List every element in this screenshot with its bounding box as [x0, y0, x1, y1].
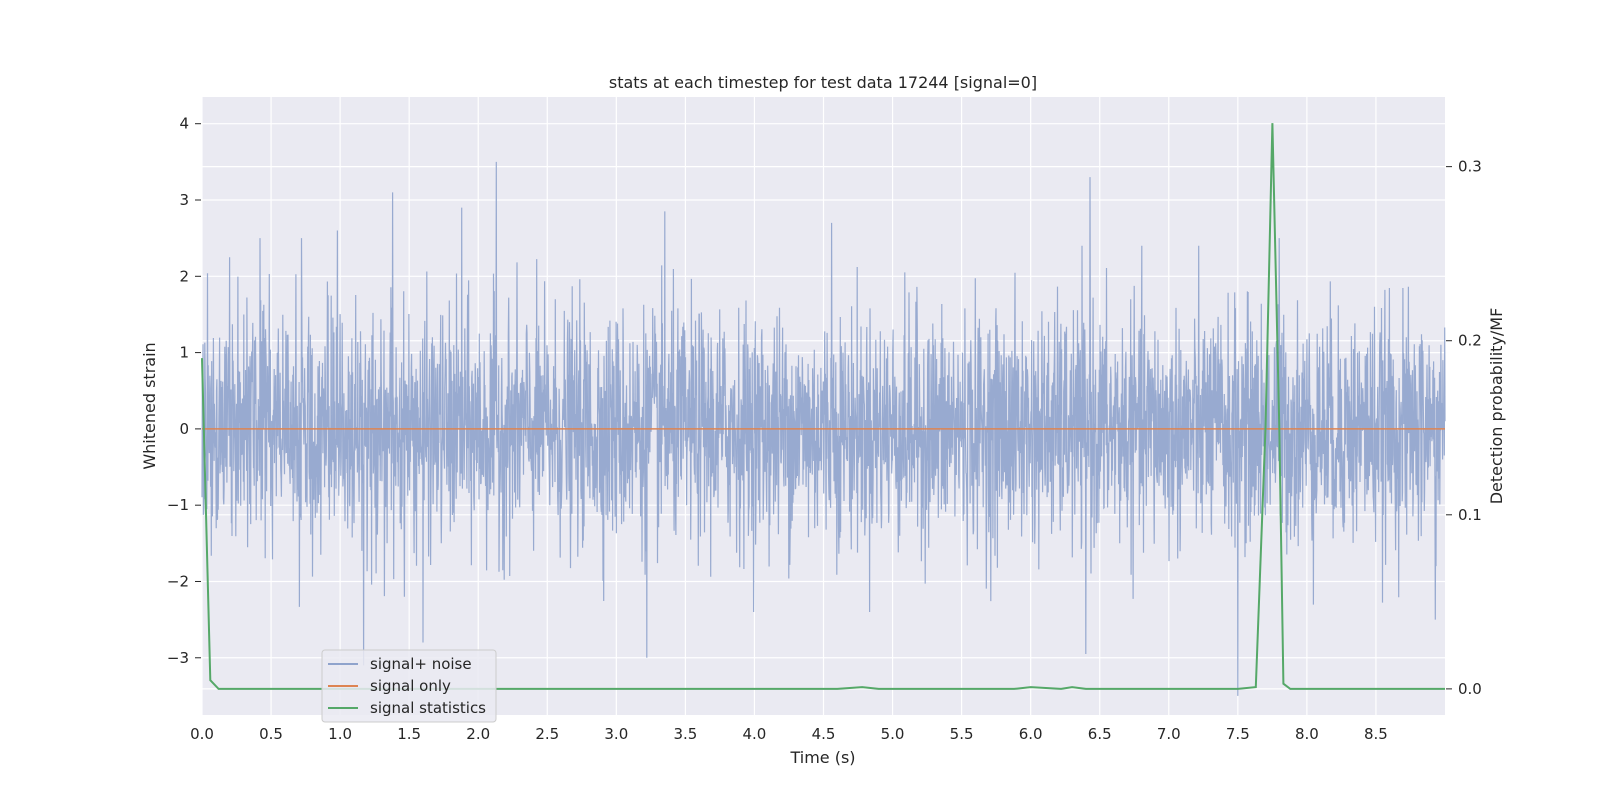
x-tick-label: 5.5: [950, 725, 974, 743]
y-tick-label: 0: [179, 420, 189, 438]
x-tick-label: 2.5: [535, 725, 559, 743]
x-tick-label: 0.5: [259, 725, 283, 743]
chart-title: stats at each timestep for test data 172…: [609, 73, 1037, 92]
x-tick-label: 8.0: [1295, 725, 1319, 743]
y2-tick-label: 0.1: [1458, 506, 1482, 524]
y-tick-label: 1: [179, 344, 189, 362]
legend-label: signal only: [370, 677, 451, 695]
tick-labels: 0.0 0.5 1.0 1.5 2.0 2.5 3.0 3.5 4.0 4.5 5.0 5.5 6.0 6…: [167, 115, 1482, 743]
legend-box: [321, 649, 497, 723]
x-tick-label: 6.0: [1019, 725, 1043, 743]
y-tick-label: −2: [167, 572, 189, 590]
y-tick-label: 3: [179, 191, 189, 209]
legend-label: signal+ noise: [370, 655, 472, 673]
x-tick-label: 0.0: [190, 725, 214, 743]
y-tick-label: 4: [179, 115, 189, 133]
legend-label: signal statistics: [370, 699, 486, 717]
y-tick-label: −1: [167, 496, 189, 514]
x-axis-label: Time (s): [789, 748, 855, 767]
x-tick-label: 1.0: [328, 725, 352, 743]
x-tick-label: 4.5: [812, 725, 836, 743]
y2-axis-label: Detection probability/MF: [1487, 308, 1506, 505]
x-tick-label: 3.5: [673, 725, 697, 743]
legend: signal+ noise signal only signal statistic…: [321, 649, 497, 723]
y2-tick-label: 0.0: [1458, 680, 1482, 698]
y-tick-label: −3: [167, 649, 189, 667]
x-tick-label: 1.5: [397, 725, 421, 743]
x-tick-label: 5.0: [881, 725, 905, 743]
y-tick-label: 2: [179, 267, 189, 285]
y2-tick-label: 0.2: [1458, 332, 1482, 350]
series-signal-noise-line: [201, 161, 1446, 696]
y2-tick-label: 0.3: [1458, 158, 1482, 176]
x-tick-label: 6.5: [1088, 725, 1112, 743]
x-tick-label: 4.0: [743, 725, 767, 743]
x-tick-label: 2.0: [466, 725, 490, 743]
x-tick-label: 7.5: [1226, 725, 1250, 743]
y-axis-label: Whitened strain: [140, 342, 159, 469]
x-tick-label: 3.0: [604, 725, 628, 743]
x-tick-label: 7.0: [1157, 725, 1181, 743]
x-tick-label: 8.5: [1364, 725, 1388, 743]
